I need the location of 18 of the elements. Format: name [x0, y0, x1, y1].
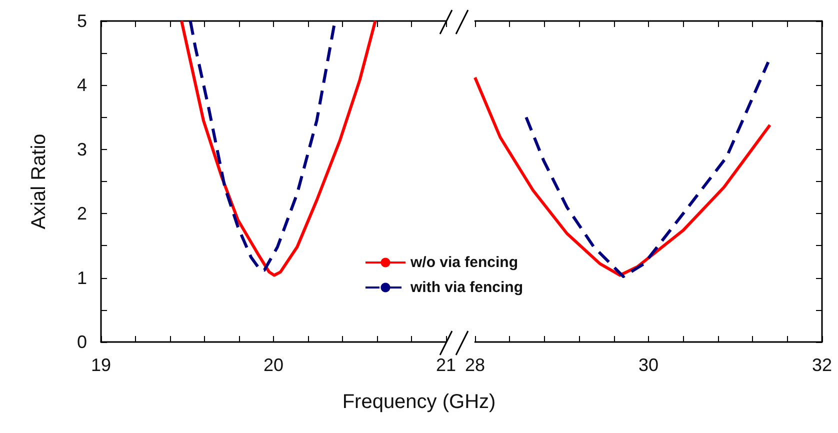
x-tick-label: 28 — [464, 355, 486, 375]
y-tick-label: 3 — [76, 139, 87, 160]
x-tick-label: 21 — [436, 355, 456, 375]
legend-label: with via fencing — [409, 279, 523, 296]
y-tick-label: 4 — [76, 75, 87, 96]
line-series — [188, 20, 336, 272]
y-tick-label: 2 — [76, 204, 87, 224]
y-tick-label: 1 — [76, 268, 87, 288]
legend-label: w/o via fencing — [409, 254, 518, 271]
x-tick-label: 19 — [90, 355, 112, 375]
x-tick-label: 30 — [638, 355, 659, 375]
line-series — [180, 20, 377, 277]
y-axis-title: Axial Ratio — [28, 134, 50, 230]
y-tick-label: 5 — [76, 11, 87, 31]
x-tick-label: 20 — [263, 355, 284, 375]
x-axis-title: Frequency (GHz) — [342, 391, 496, 413]
y-tick-label: 0 — [76, 332, 87, 352]
x-tick-label: 32 — [812, 355, 832, 375]
